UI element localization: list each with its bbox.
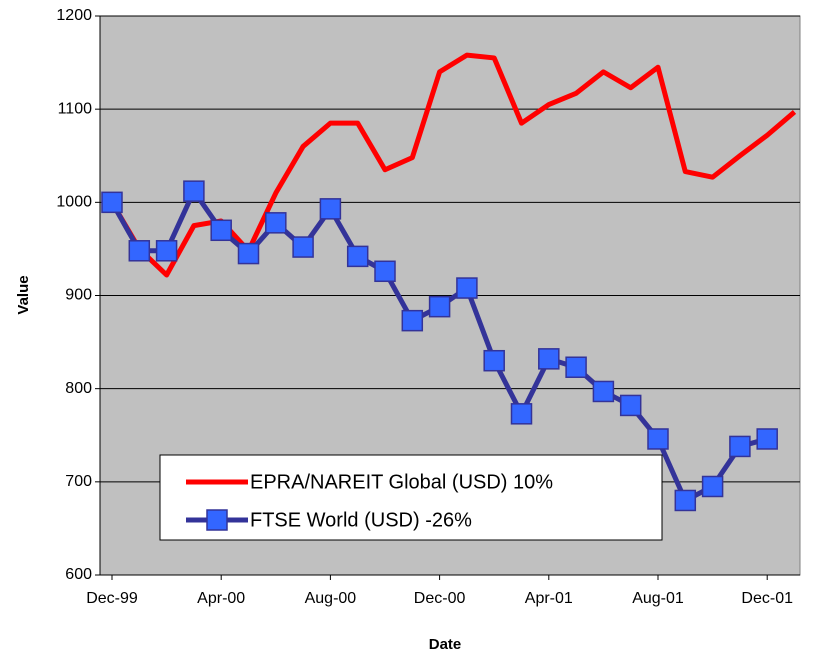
- data-point: [510, 403, 533, 425]
- data-point: [456, 277, 478, 299]
- data-point: [210, 219, 232, 242]
- y-tick-label: 800: [65, 380, 92, 397]
- data-point: [538, 348, 560, 370]
- y-axis-title: Value: [15, 275, 32, 314]
- x-tick-label: Apr-01: [525, 590, 573, 607]
- legend-label: FTSE World (USD) -26%: [250, 509, 472, 531]
- data-point: [483, 349, 505, 372]
- x-tick-label: Aug-01: [632, 590, 684, 607]
- y-tick-label: 1100: [58, 100, 93, 117]
- x-tick-label: Apr-00: [197, 590, 245, 607]
- y-tick-label: 700: [65, 473, 92, 490]
- x-tick-label: Aug-00: [305, 590, 357, 607]
- data-point: [346, 245, 369, 268]
- data-point: [155, 240, 178, 262]
- x-tick-label: Dec-99: [86, 590, 138, 607]
- y-tick-label: 600: [65, 566, 92, 583]
- y-tick-label: 1200: [56, 7, 92, 24]
- data-point: [428, 295, 451, 318]
- data-point: [101, 191, 123, 214]
- x-axis-title: Date: [429, 636, 462, 653]
- data-point: [592, 380, 615, 403]
- data-point: [756, 428, 778, 450]
- y-tick-label: 1000: [56, 194, 92, 211]
- data-point: [374, 260, 396, 283]
- y-tick-label: 900: [65, 287, 92, 304]
- data-point: [565, 356, 587, 378]
- x-tick-label: Dec-01: [741, 590, 793, 607]
- legend-marker: [206, 509, 228, 531]
- data-point: [674, 489, 697, 512]
- legend-label: EPRA/NAREIT Global (USD) 10%: [250, 471, 553, 493]
- data-point: [265, 212, 287, 234]
- x-tick-label: Dec-00: [414, 590, 466, 607]
- data-point: [128, 240, 151, 262]
- data-point: [319, 198, 342, 220]
- data-point: [401, 309, 424, 332]
- data-point: [619, 394, 642, 417]
- data-point: [701, 475, 724, 498]
- data-point: [647, 428, 669, 450]
- data-point: [729, 435, 751, 458]
- data-point: [292, 236, 314, 258]
- data-point: [183, 180, 205, 202]
- legend-box: [159, 454, 663, 541]
- data-point: [237, 242, 260, 265]
